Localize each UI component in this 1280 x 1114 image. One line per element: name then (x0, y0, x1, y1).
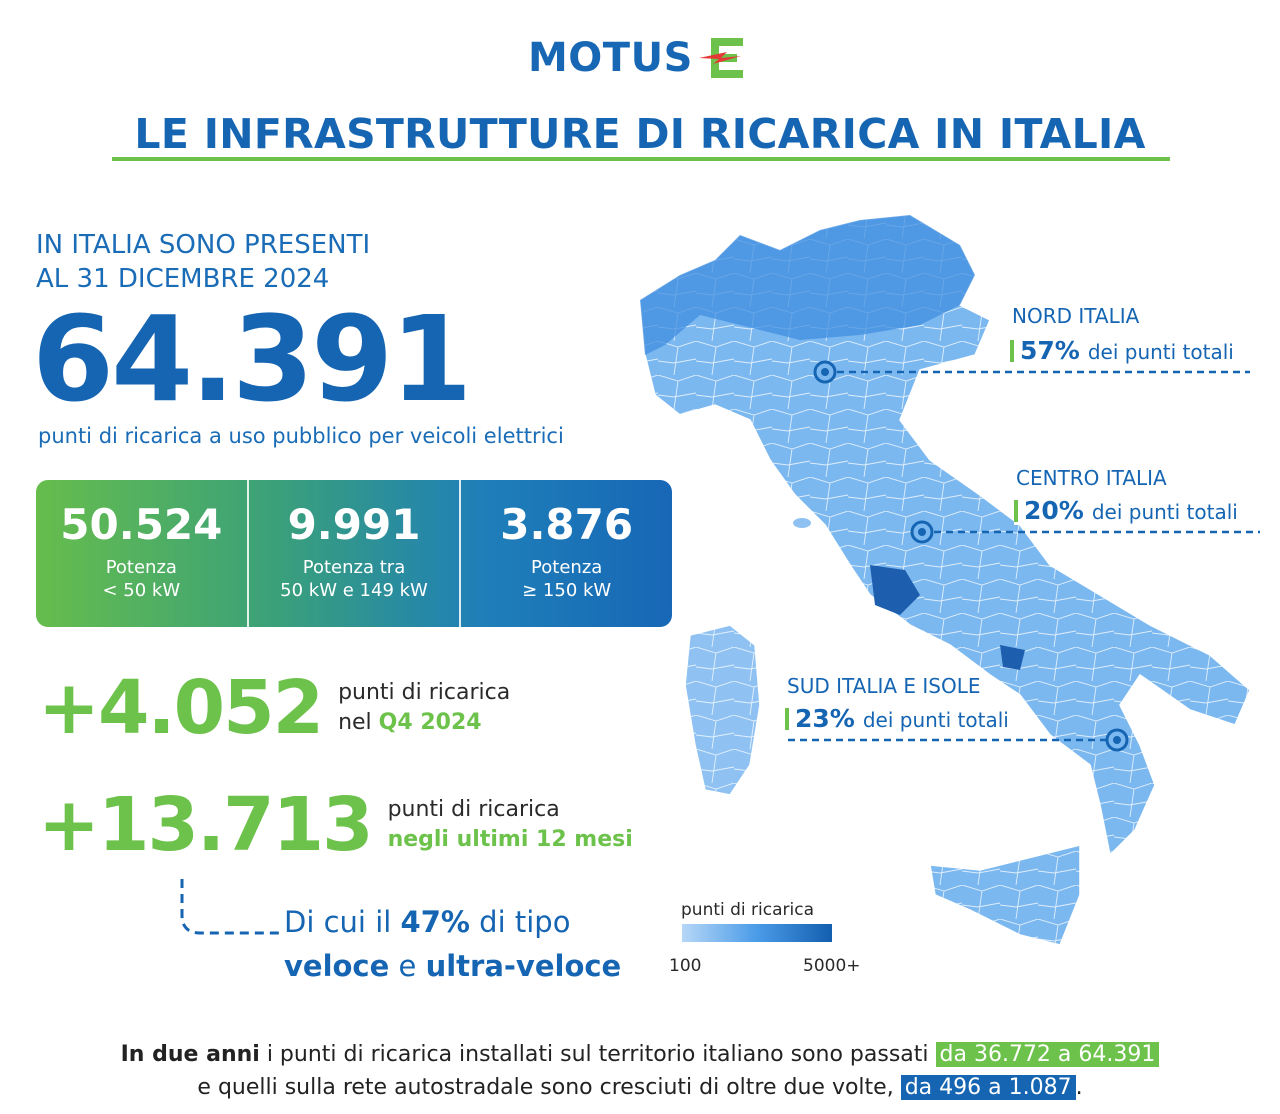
region-pct-value: 57% (1020, 336, 1080, 365)
fast-note-ultra: ultra-veloce (425, 949, 622, 983)
footer-bold: In due anni (120, 1042, 260, 1067)
fast-note-connector (180, 879, 280, 935)
power-label-line1: Potenza tra (302, 557, 406, 578)
fast-note-line2: veloce e ultra-veloce (284, 944, 621, 988)
power-cell-low: 50.524 Potenza < 50 kW (36, 480, 249, 627)
fast-note-line1: Di cui il 47% di tipo (284, 900, 621, 944)
legend-max: 5000+ (803, 956, 861, 976)
power-label-line2: < 50 kW (102, 580, 181, 601)
green-bar (785, 707, 789, 730)
total-charging-points: 64.391 (32, 290, 472, 428)
footer-line-1: In due anni i punti di ricarica installa… (0, 1038, 1280, 1071)
title-underline (112, 157, 1170, 161)
total-description: punti di ricarica a uso pubblico per vei… (38, 424, 564, 448)
legend-min: 100 (669, 956, 702, 976)
growth-value: +13.713 (38, 782, 374, 868)
fast-note-mid: di tipo (469, 905, 571, 939)
growth-year: +13.713 punti di ricarica negli ultimi 1… (38, 785, 633, 865)
region-pct-suffix: dei punti totali (1087, 340, 1234, 364)
intro-line-2: AL 31 DICEMBRE 2024 (36, 264, 330, 294)
growth-quarter: +4.052 punti di ricarica nel Q4 2024 (38, 668, 510, 748)
page-title: LE INFRASTRUTTURE DI RICARICA IN ITALIA (134, 110, 1146, 158)
fast-charging-note: Di cui il 47% di tipo veloce e ultra-vel… (284, 900, 621, 988)
green-bar (1010, 339, 1014, 362)
italy-map (639, 214, 1260, 946)
growth-highlight: negli ultimi 12 mesi (387, 827, 633, 852)
footer-end: . (1075, 1075, 1083, 1100)
region-pct-suffix: dei punti totali (862, 708, 1009, 732)
growth-line2-prefix: nel (338, 710, 379, 735)
power-label-line1: Potenza (531, 557, 603, 578)
region-pct-south: 23% dei punti totali (785, 704, 1013, 733)
region-pct-value: 23% (795, 704, 855, 733)
footer-text: e quelli sulla rete autostradale sono cr… (197, 1075, 901, 1100)
footer-summary: In due anni i punti di ricarica installa… (0, 1038, 1280, 1104)
growth-line2: nel Q4 2024 (338, 708, 510, 738)
region-name-center: CENTRO ITALIA (1016, 466, 1167, 490)
region-name-south: SUD ITALIA E ISOLE (787, 674, 981, 698)
footer-text: i punti di ricarica installati sul terri… (259, 1042, 936, 1067)
logo-text: MOTUS (528, 35, 693, 81)
region-pct-value: 20% (1024, 496, 1084, 525)
region-pct-center: 20% dei punti totali (1014, 496, 1242, 525)
growth-description: punti di ricarica nel Q4 2024 (338, 678, 510, 738)
power-cell-high: 3.876 Potenza ≥ 150 kW (461, 480, 672, 627)
growth-value: +4.052 (38, 665, 324, 751)
power-label-line2: ≥ 150 kW (522, 580, 612, 601)
fast-note-and: e (389, 949, 426, 983)
power-label: Potenza < 50 kW (103, 556, 181, 602)
legend-title: punti di ricarica (681, 900, 815, 920)
fast-note-prefix: Di cui il (284, 905, 401, 939)
growth-highlight: Q4 2024 (378, 710, 482, 735)
power-value: 9.991 (287, 500, 421, 549)
region-pct-north: 57% dei punti totali (1010, 336, 1238, 365)
region-name-north: NORD ITALIA (1012, 304, 1140, 328)
power-label-line1: Potenza (105, 557, 177, 578)
footer-highlight-green: da 36.772 a 64.391 (935, 1042, 1160, 1067)
naples-area (1000, 645, 1025, 670)
intro-line-1: IN ITALIA SONO PRESENTI (36, 230, 371, 260)
fast-note-fast: veloce (284, 949, 390, 983)
legend-color-scale (682, 924, 832, 942)
footer-line-2: e quelli sulla rete autostradale sono cr… (0, 1071, 1280, 1104)
growth-line1: punti di ricarica (387, 797, 560, 822)
rome-area (870, 565, 920, 615)
elba-island (793, 518, 811, 528)
growth-line1: punti di ricarica (338, 680, 511, 705)
power-label: Potenza tra 50 kW e 149 kW (280, 556, 428, 602)
power-label: Potenza ≥ 150 kW (522, 556, 611, 602)
power-value: 50.524 (60, 500, 223, 549)
green-bar (1014, 499, 1018, 522)
power-label-line2: 50 kW e 149 kW (280, 580, 428, 601)
power-value: 3.876 (500, 500, 634, 549)
power-breakdown: 50.524 Potenza < 50 kW 9.991 Potenza tra… (36, 480, 672, 627)
north-dense-area (640, 215, 975, 355)
logo-e-icon (698, 38, 743, 78)
region-pct-suffix: dei punti totali (1091, 500, 1238, 524)
motus-e-logo: MOTUS (528, 34, 747, 82)
intro-text: IN ITALIA SONO PRESENTI AL 31 DICEMBRE 2… (36, 228, 370, 296)
growth-description: punti di ricarica negli ultimi 12 mesi (388, 795, 633, 855)
growth-line2: negli ultimi 12 mesi (388, 825, 633, 855)
power-cell-mid: 9.991 Potenza tra 50 kW e 149 kW (249, 480, 462, 627)
footer-highlight-blue: da 496 a 1.087 (900, 1075, 1076, 1100)
fast-note-pct: 47% (400, 905, 470, 939)
